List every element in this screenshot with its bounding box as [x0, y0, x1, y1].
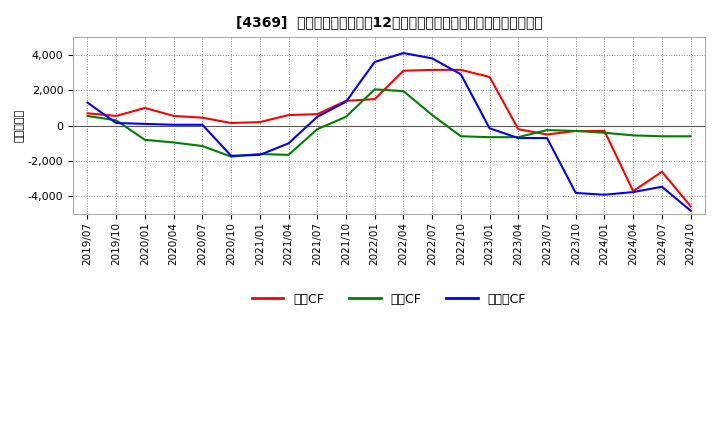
フリーCF — [657, 184, 666, 189]
営業CF — [342, 98, 351, 103]
営業CF — [686, 204, 695, 209]
フリーCF — [686, 208, 695, 213]
フリーCF — [112, 121, 120, 126]
営業CF — [140, 105, 149, 110]
投資CF — [169, 140, 178, 145]
投資CF — [370, 87, 379, 92]
フリーCF — [456, 72, 465, 77]
フリーCF — [169, 122, 178, 128]
営業CF — [600, 128, 609, 134]
営業CF — [256, 120, 264, 125]
Line: 営業CF: 営業CF — [88, 70, 690, 206]
投資CF — [227, 154, 235, 159]
Y-axis label: （百万円）: （百万円） — [15, 109, 25, 142]
営業CF — [456, 67, 465, 73]
フリーCF — [399, 51, 408, 56]
投資CF — [313, 127, 322, 132]
営業CF — [169, 113, 178, 118]
フリーCF — [543, 136, 552, 141]
投資CF — [456, 134, 465, 139]
投資CF — [514, 135, 523, 140]
フリーCF — [140, 121, 149, 127]
投資CF — [84, 113, 92, 118]
フリーCF — [227, 153, 235, 158]
フリーCF — [514, 136, 523, 141]
営業CF — [313, 111, 322, 117]
営業CF — [657, 169, 666, 174]
投資CF — [543, 128, 552, 133]
営業CF — [399, 68, 408, 73]
Title: [4369]  キャッシュフローの12か月移動合計の対前年同期増減額の推移: [4369] キャッシュフローの12か月移動合計の対前年同期増減額の推移 — [235, 15, 542, 29]
投資CF — [112, 118, 120, 123]
投資CF — [256, 151, 264, 157]
フリーCF — [370, 59, 379, 65]
投資CF — [342, 114, 351, 119]
営業CF — [198, 115, 207, 120]
フリーCF — [572, 191, 580, 196]
Line: フリーCF: フリーCF — [88, 53, 690, 211]
営業CF — [572, 128, 580, 134]
投資CF — [485, 135, 494, 140]
投資CF — [428, 112, 436, 117]
投資CF — [629, 133, 637, 138]
フリーCF — [284, 141, 293, 146]
フリーCF — [84, 100, 92, 105]
営業CF — [629, 189, 637, 194]
営業CF — [112, 113, 120, 118]
投資CF — [600, 130, 609, 136]
投資CF — [140, 137, 149, 143]
フリーCF — [256, 152, 264, 158]
投資CF — [399, 88, 408, 94]
営業CF — [543, 132, 552, 137]
投資CF — [572, 128, 580, 134]
営業CF — [84, 110, 92, 116]
フリーCF — [629, 190, 637, 195]
投資CF — [657, 134, 666, 139]
Legend: 営業CF, 投資CF, フリーCF: 営業CF, 投資CF, フリーCF — [247, 288, 531, 311]
フリーCF — [485, 126, 494, 131]
営業CF — [370, 96, 379, 102]
フリーCF — [342, 99, 351, 104]
Line: 投資CF: 投資CF — [88, 89, 690, 157]
投資CF — [198, 143, 207, 149]
投資CF — [284, 152, 293, 158]
営業CF — [227, 121, 235, 126]
営業CF — [428, 67, 436, 73]
投資CF — [686, 134, 695, 139]
営業CF — [514, 127, 523, 132]
営業CF — [284, 112, 293, 117]
フリーCF — [313, 114, 322, 119]
フリーCF — [428, 56, 436, 61]
フリーCF — [198, 122, 207, 128]
フリーCF — [600, 192, 609, 198]
営業CF — [485, 74, 494, 80]
